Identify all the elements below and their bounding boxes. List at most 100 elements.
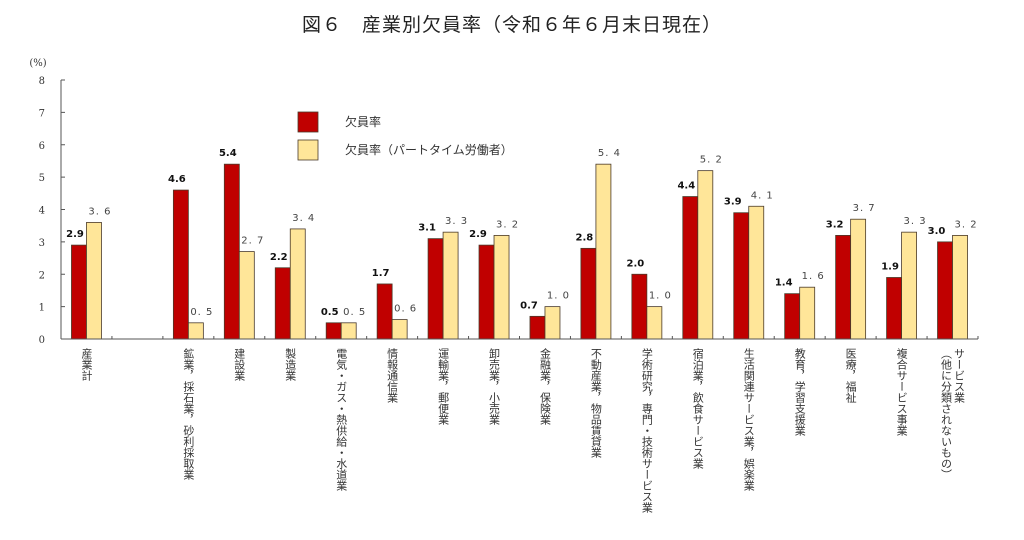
bar-vacancy-rate — [937, 241, 953, 340]
bar-vacancy-rate — [886, 277, 902, 340]
bar-vacancy-rate-part-time — [748, 205, 765, 340]
bar-vacancy-rate-part-time — [187, 322, 204, 340]
bar-vacancy-rate-part-time — [391, 319, 408, 340]
y-tick-label: 6 — [39, 141, 45, 152]
category-label: サービス業 — [953, 348, 966, 403]
category-label: 卸売業，小売業 — [488, 347, 501, 425]
legend-label-part-time: 欠員率（パートタイム労働者） — [345, 142, 513, 157]
y-tick-label: 7 — [39, 108, 45, 119]
data-label-vacancy-rate: 2.2 — [270, 252, 288, 263]
data-label-vacancy-rate: 2.0 — [627, 258, 645, 269]
bar-vacancy-rate — [682, 196, 699, 340]
bar-vacancy-rate — [529, 315, 546, 340]
data-label-part-time: 4. 1 — [751, 190, 774, 201]
bar-vacancy-rate — [427, 238, 444, 340]
category-label: （他に分類されないもの） — [940, 348, 953, 480]
bar-vacancy-rate — [478, 244, 495, 340]
y-tick-label: 1 — [39, 303, 45, 314]
bar-vacancy-rate — [376, 283, 393, 340]
data-label-vacancy-rate: 2.9 — [66, 229, 84, 240]
bar-vacancy-rate-part-time — [697, 170, 714, 340]
bar-vacancy-rate-part-time — [952, 234, 968, 340]
bar-vacancy-rate — [223, 163, 240, 340]
data-label-part-time: 3. 2 — [954, 219, 977, 230]
data-label-vacancy-rate: 1.4 — [775, 278, 793, 289]
bar-vacancy-rate-part-time — [289, 228, 306, 340]
bars: 2.9 3. 6 4.6 0. 5 5.4 2. 7 2.2 3. 4 0.5 0. 5 1.7 0.… — [66, 148, 977, 340]
data-label-vacancy-rate: 1.9 — [881, 261, 899, 272]
data-label-part-time: 0. 6 — [394, 304, 417, 315]
category-label: 産業計 — [80, 348, 93, 382]
category-label: 医療，福祉 — [844, 348, 857, 404]
data-label-part-time: 3. 3 — [904, 216, 927, 227]
data-label-vacancy-rate: 5.4 — [219, 148, 237, 159]
category-label: 情報通信業 — [386, 348, 399, 403]
category-label: 鉱業，採石業，砂利採取業 — [182, 347, 195, 480]
data-label-part-time: 1. 0 — [547, 291, 570, 302]
y-tick-label: 2 — [39, 270, 45, 281]
data-label-part-time: 3. 3 — [445, 216, 468, 227]
data-label-vacancy-rate: 4.4 — [677, 181, 695, 192]
data-label-vacancy-rate: 2.9 — [469, 229, 487, 240]
data-label-part-time: 5. 2 — [700, 155, 723, 166]
data-label-part-time: 0. 5 — [190, 307, 213, 318]
y-axis-unit-label: (%) — [29, 58, 46, 69]
bar-vacancy-rate-part-time — [493, 234, 510, 340]
data-label-vacancy-rate: 3.2 — [826, 219, 844, 230]
bar-vacancy-rate-part-time — [646, 306, 663, 340]
data-label-part-time: 3. 2 — [496, 219, 519, 230]
bar-vacancy-rate — [784, 293, 801, 340]
data-label-vacancy-rate: 3.1 — [418, 223, 436, 234]
data-label-vacancy-rate: 2.8 — [576, 232, 594, 243]
bar-vacancy-rate — [835, 234, 852, 340]
category-label: 運輸業，郵便業 — [437, 348, 450, 425]
bar-vacancy-rate-part-time — [544, 306, 561, 340]
data-label-vacancy-rate: 0.7 — [520, 300, 538, 311]
y-tick-label: 4 — [39, 206, 45, 217]
data-label-vacancy-rate: 3.9 — [724, 197, 742, 208]
y-tick-label: 0 — [39, 335, 45, 346]
bar-vacancy-rate-part-time — [86, 222, 102, 340]
y-axis: (%) 0 1 2 3 4 5 6 7 8 — [29, 58, 65, 346]
bar-vacancy-rate-part-time — [850, 218, 867, 340]
category-label: 複合サービス事業 — [895, 347, 908, 436]
x-axis: 産業計 鉱業，採石業，砂利採取業 建設業 製造業 電気・ガス・熱供給・水道業 情報通信業 運… — [61, 336, 979, 513]
bar-vacancy-rate — [631, 273, 648, 340]
bar-vacancy-rate-part-time — [340, 322, 357, 340]
category-label: 教育，学習支援業 — [793, 348, 806, 436]
category-label: 電気・ガス・熱供給・水道業 — [335, 348, 348, 491]
bar-vacancy-rate-part-time — [238, 251, 255, 340]
bar-vacancy-rate-part-time — [442, 231, 459, 340]
data-label-vacancy-rate: 4.6 — [168, 174, 186, 185]
legend-swatch-part-time — [297, 139, 319, 161]
data-label-vacancy-rate: 1.7 — [372, 268, 390, 279]
category-label: 不動産業，物品賃貸業 — [589, 348, 602, 458]
category-label: 建設業 — [233, 347, 246, 381]
data-label-part-time: 3. 6 — [88, 206, 111, 217]
bar-vacancy-rate-part-time — [799, 286, 816, 340]
bar-vacancy-rate — [172, 189, 189, 340]
category-label: 宿泊業，飲食サービス業 — [691, 347, 704, 469]
bar-vacancy-rate-part-time — [595, 163, 612, 340]
y-tick-label: 8 — [39, 76, 45, 87]
category-label: 生活関連サービス業，娯楽業 — [742, 347, 755, 491]
data-label-part-time: 3. 7 — [853, 203, 876, 214]
bar-vacancy-rate — [580, 247, 597, 340]
chart-title: 図６ 産業別欠員率（令和６年６月末日現在） — [301, 14, 722, 36]
bar-vacancy-rate — [274, 267, 291, 340]
data-label-part-time: 5. 4 — [598, 148, 621, 159]
legend-swatch-vacancy-rate — [297, 111, 319, 133]
data-label-vacancy-rate: 0.5 — [321, 307, 339, 318]
bar-vacancy-rate-part-time — [901, 231, 917, 340]
category-label: 学術研究，専門・技術サービス業 — [640, 347, 653, 513]
data-label-part-time: 0. 5 — [343, 307, 366, 318]
legend-label-vacancy-rate: 欠員率 — [345, 114, 381, 129]
category-label: 金融業，保険業 — [538, 347, 551, 425]
bar-vacancy-rate — [71, 244, 87, 340]
data-label-part-time: 3. 4 — [292, 213, 315, 224]
data-label-vacancy-rate: 3.0 — [928, 226, 946, 237]
data-label-part-time: 1. 6 — [802, 271, 825, 282]
bar-vacancy-rate — [325, 322, 342, 340]
